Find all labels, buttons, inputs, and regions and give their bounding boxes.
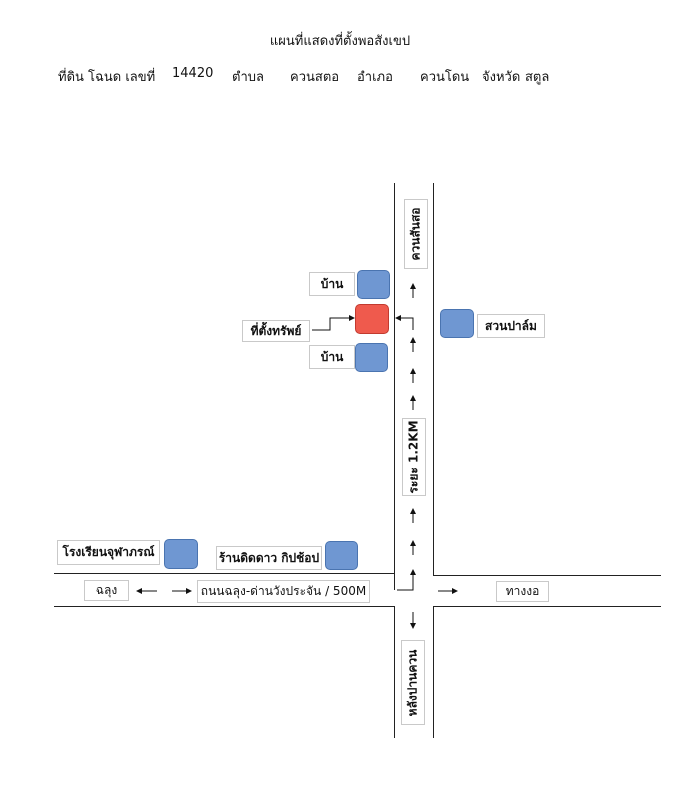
label-north-destination: ควนสันสอ: [404, 199, 428, 269]
label-school: โรงเรียนจุฬาภรณ์: [57, 540, 160, 565]
road-horizontal-top-left: [54, 573, 394, 574]
district-label: อำเภอ: [357, 70, 393, 85]
south-destination-text: หลังปานควน: [405, 649, 420, 716]
label-east-destination: ทางงอ: [496, 581, 549, 602]
label-property: ที่ตั้งทรัพย์: [242, 320, 310, 342]
subdistrict-value: ควนสตอ: [290, 70, 340, 85]
school-marker: [164, 539, 198, 569]
label-house-top: บ้าน: [309, 272, 355, 296]
road-horizontal-bottom-left: [54, 606, 394, 607]
north-destination-text: ควนสันสอ: [408, 207, 423, 261]
province-label: จังหวัด: [482, 70, 521, 85]
arrow-property-pointer: [312, 315, 355, 331]
label-distance: ระยะ 1.2KM: [402, 418, 426, 496]
arrow-junction-turn: [397, 585, 414, 591]
road-vertical-right-lower: [433, 606, 434, 738]
label-house-bottom: บ้าน: [309, 345, 355, 369]
map-title: แผนที่แสดงที่ตั้งพอสังเขป: [269, 34, 411, 49]
label-west-destination: ฉลุง: [84, 580, 129, 601]
road-vertical-right-upper: [433, 183, 434, 576]
deed-label: ที่ดิน โฉนด เลขที่: [58, 70, 156, 85]
shop-marker: [325, 541, 358, 570]
label-south-destination: หลังปานควน: [401, 640, 425, 725]
palm-farm-marker: [440, 309, 474, 338]
district-value: ควนโดน: [420, 70, 470, 85]
road-vertical-left-upper: [394, 183, 395, 590]
property-marker: [355, 304, 389, 334]
house-top-marker: [357, 270, 390, 299]
road-horizontal-top-right: [433, 575, 661, 576]
arrow-road-to-property: [395, 315, 414, 330]
province-value: สตูล: [525, 70, 550, 85]
house-bottom-marker: [355, 343, 388, 372]
road-vertical-left-lower: [394, 606, 395, 738]
label-palm-farm: สวนปาล์ม: [477, 314, 545, 338]
subdistrict-label: ตำบล: [232, 70, 264, 85]
label-shop: ร้านดิดดาว กิปช้อป: [216, 546, 322, 570]
road-horizontal-bottom-right: [433, 606, 661, 607]
deed-number: 14420: [172, 66, 214, 81]
label-main-road: ถนนฉลุง-ด่านวังประจัน / 500M: [197, 580, 370, 603]
distance-text: ระยะ 1.2KM: [406, 420, 421, 494]
